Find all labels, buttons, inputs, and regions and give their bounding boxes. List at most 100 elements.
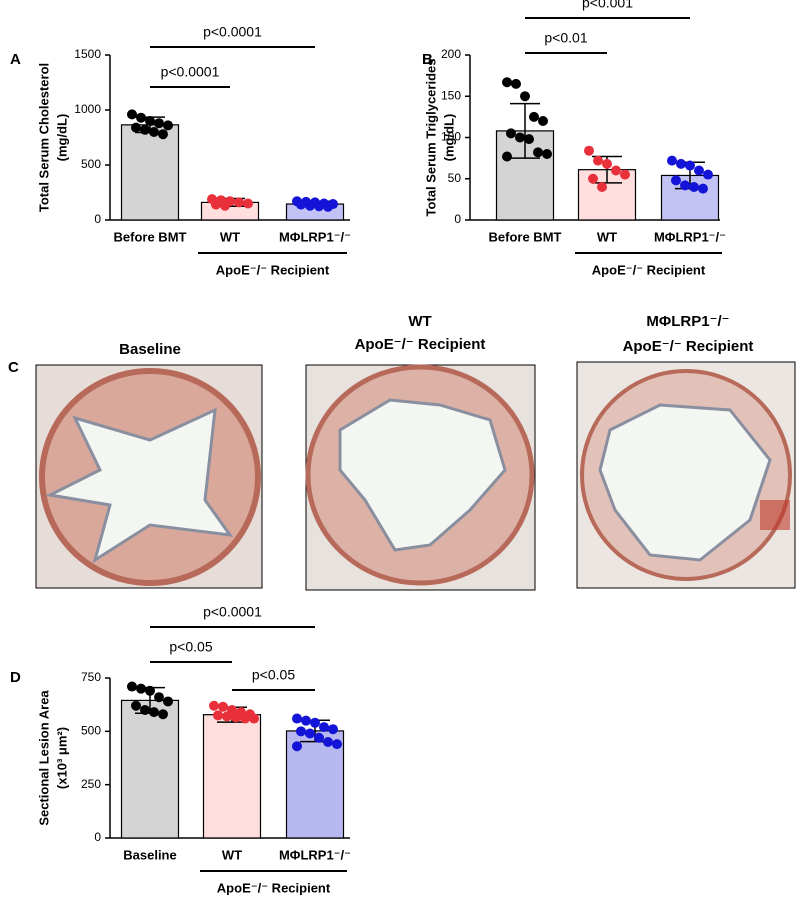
- p-value: p<0.001: [582, 0, 633, 11]
- x-tick-label: WT: [597, 229, 617, 244]
- y-tick-label: 500: [81, 157, 101, 171]
- data-point: [249, 713, 259, 724]
- data-point: [131, 700, 141, 711]
- histology-image: [576, 361, 796, 589]
- data-point: [694, 165, 704, 176]
- data-point: [332, 739, 342, 750]
- data-point: [515, 132, 525, 143]
- data-point: [676, 158, 686, 169]
- panel-label: B: [422, 51, 433, 68]
- data-point: [136, 112, 146, 123]
- y-tick-label: 1500: [74, 47, 101, 61]
- p-value: p<0.0001: [203, 604, 262, 620]
- data-point: [140, 124, 150, 135]
- y-axis-label: Sectional Lesion Area: [36, 690, 51, 826]
- data-point: [305, 728, 315, 739]
- p-value: p<0.01: [544, 30, 587, 46]
- image-title: Baseline: [119, 341, 181, 358]
- y-tick-label: 200: [441, 47, 461, 61]
- bar: [202, 714, 262, 839]
- y-tick-label: 50: [448, 171, 462, 185]
- data-point: [209, 700, 219, 711]
- data-point: [689, 182, 699, 192]
- data-point: [671, 175, 681, 186]
- data-point: [163, 696, 173, 707]
- data-point: [584, 145, 594, 156]
- x-tick-label: Before BMT: [114, 229, 187, 244]
- data-point: [218, 701, 228, 712]
- data-point: [685, 160, 695, 171]
- image-title: ApoE⁻/⁻ Recipient: [623, 338, 754, 355]
- data-point: [292, 741, 302, 752]
- data-point: [314, 732, 324, 743]
- y-tick-label: 0: [94, 212, 101, 226]
- data-point: [502, 77, 512, 88]
- group-label: ApoE⁻/⁻ Recipient: [216, 262, 330, 277]
- data-point: [680, 180, 690, 191]
- data-point: [703, 169, 713, 180]
- data-point: [145, 116, 155, 126]
- y-tick-label: 0: [94, 830, 101, 844]
- y-tick-label: 150: [441, 88, 461, 102]
- image-title: MΦLRP1⁻/⁻: [646, 313, 729, 330]
- group-label: ApoE⁻/⁻ Recipient: [217, 880, 331, 895]
- data-point: [149, 707, 159, 718]
- x-tick-label: Baseline: [123, 847, 176, 862]
- data-point: [538, 116, 548, 126]
- panel-label: A: [10, 51, 21, 68]
- x-tick-label: WT: [220, 229, 240, 244]
- p-value: p<0.0001: [161, 64, 220, 80]
- data-point: [533, 147, 543, 158]
- y-axis-label: (x10³ μm²): [54, 727, 69, 789]
- x-tick-label: WT: [222, 847, 242, 862]
- x-tick-label: MΦLRP1⁻/⁻: [279, 847, 351, 862]
- bar: [120, 124, 180, 221]
- data-point: [323, 201, 333, 212]
- data-point: [136, 683, 146, 694]
- data-point: [310, 717, 320, 728]
- data-point: [213, 710, 223, 721]
- data-point: [149, 127, 159, 137]
- data-point: [524, 134, 534, 145]
- data-point: [211, 199, 221, 210]
- panel-label: D: [10, 669, 21, 686]
- x-tick-label: Before BMT: [489, 229, 562, 244]
- p-value: p<0.05: [169, 639, 212, 655]
- y-axis-label: Total Serum Triglycerides: [423, 59, 438, 217]
- y-axis-label: (mg/dL): [441, 114, 456, 162]
- data-point: [593, 155, 603, 166]
- data-point: [511, 78, 521, 89]
- data-point: [328, 724, 338, 735]
- y-tick-label: 250: [81, 777, 101, 791]
- data-point: [220, 200, 230, 211]
- data-point: [131, 122, 141, 133]
- p-value: p<0.0001: [203, 24, 262, 40]
- data-point: [222, 711, 232, 722]
- data-point: [506, 128, 516, 139]
- data-point: [127, 109, 137, 120]
- data-point: [667, 155, 677, 166]
- panel-label: C: [8, 359, 19, 376]
- data-point: [158, 709, 168, 720]
- data-point: [154, 692, 164, 703]
- data-point: [301, 715, 311, 726]
- data-point: [542, 149, 552, 159]
- data-point: [234, 197, 244, 208]
- y-tick-label: 1000: [74, 102, 101, 116]
- data-point: [127, 681, 137, 692]
- image-title: ApoE⁻/⁻ Recipient: [355, 336, 486, 353]
- y-tick-label: 100: [441, 130, 461, 144]
- data-point: [529, 111, 539, 122]
- y-tick-label: 500: [81, 724, 101, 738]
- bar: [120, 699, 180, 839]
- data-point: [163, 120, 173, 131]
- data-point: [520, 91, 530, 102]
- x-tick-label: MΦLRP1⁻/⁻: [279, 229, 351, 244]
- data-point: [296, 199, 306, 210]
- histology-image: [305, 364, 536, 591]
- data-point: [305, 200, 315, 211]
- data-point: [145, 685, 155, 696]
- data-point: [231, 712, 241, 723]
- data-point: [588, 173, 598, 184]
